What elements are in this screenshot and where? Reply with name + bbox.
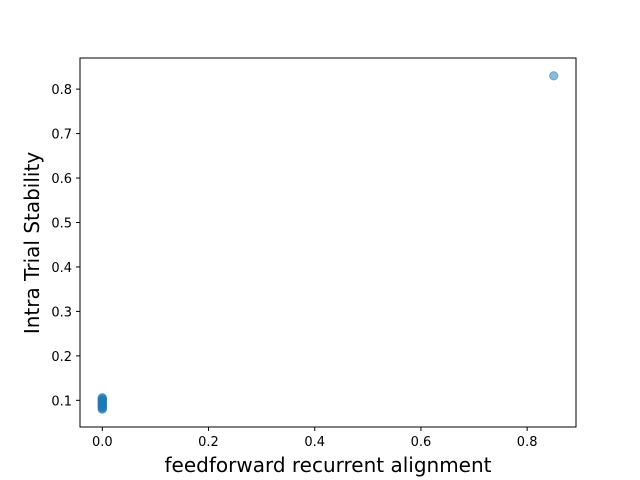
y-axis-title: Intra Trial Stability (20, 152, 44, 334)
data-points (97, 71, 559, 414)
x-axis-ticks: 0.0 0.2 0.4 0.6 0.8 (92, 427, 538, 450)
y-tick-label: 0.7 (51, 128, 72, 143)
y-tick-label: 0.4 (51, 261, 72, 276)
y-tick-label: 0.6 (51, 172, 72, 187)
x-tick-label: 0.4 (304, 435, 325, 450)
data-point (548, 71, 559, 81)
x-tick-label: 0.8 (517, 435, 538, 450)
y-tick-label: 0.3 (51, 305, 72, 320)
x-tick-label: 0.6 (411, 435, 432, 450)
data-point (97, 392, 108, 403)
x-tick-label: 0.0 (92, 435, 113, 450)
x-tick-label: 0.2 (198, 435, 219, 450)
x-axis-title: feedforward recurrent alignment (164, 453, 491, 477)
y-tick-label: 0.1 (51, 394, 72, 409)
plot-frame (79, 57, 577, 428)
y-tick-label: 0.5 (51, 216, 72, 231)
y-tick-label: 0.2 (51, 350, 72, 365)
y-tick-label: 0.8 (51, 83, 72, 98)
y-axis-ticks: 0.1 0.2 0.3 0.4 0.5 0.6 0.7 0.8 (51, 83, 80, 409)
